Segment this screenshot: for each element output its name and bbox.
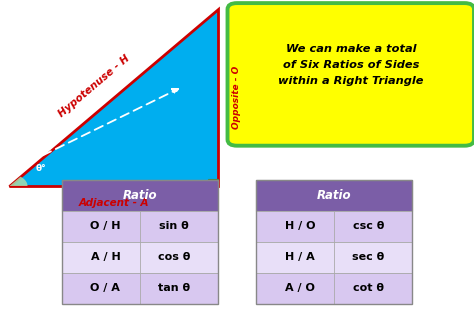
Text: cos θ: cos θ: [158, 252, 191, 262]
Text: O / H: O / H: [90, 221, 121, 231]
Text: Adjacent - A: Adjacent - A: [79, 198, 149, 208]
Text: H / A: H / A: [285, 252, 315, 262]
Bar: [256, 180, 412, 211]
Text: Ratio: Ratio: [122, 189, 157, 202]
Bar: [256, 180, 412, 304]
Text: sec θ: sec θ: [353, 252, 385, 262]
Text: cot θ: cot θ: [353, 283, 384, 293]
FancyBboxPatch shape: [228, 3, 474, 146]
Text: Hypotenuse - H: Hypotenuse - H: [56, 53, 131, 119]
Bar: [62, 180, 218, 211]
Text: θ°: θ°: [36, 164, 46, 173]
Bar: [62, 211, 218, 242]
Polygon shape: [9, 9, 218, 186]
Text: Ratio: Ratio: [317, 189, 352, 202]
Polygon shape: [9, 177, 27, 186]
Text: We can make a total
of Six Ratios of Sides
within a Right Triangle: We can make a total of Six Ratios of Sid…: [278, 45, 423, 86]
Text: sin θ: sin θ: [159, 221, 189, 231]
Text: Opposite - O: Opposite - O: [232, 66, 241, 129]
Bar: [256, 211, 412, 242]
Bar: [256, 273, 412, 304]
Text: tan θ: tan θ: [158, 283, 190, 293]
Text: csc θ: csc θ: [353, 221, 384, 231]
Text: H / O: H / O: [284, 221, 315, 231]
Bar: [256, 242, 412, 273]
Bar: [62, 180, 218, 304]
Bar: [62, 273, 218, 304]
Bar: [62, 242, 218, 273]
Text: O / A: O / A: [91, 283, 120, 293]
Bar: [208, 179, 218, 186]
Text: A / O: A / O: [285, 283, 315, 293]
Text: A / H: A / H: [91, 252, 120, 262]
